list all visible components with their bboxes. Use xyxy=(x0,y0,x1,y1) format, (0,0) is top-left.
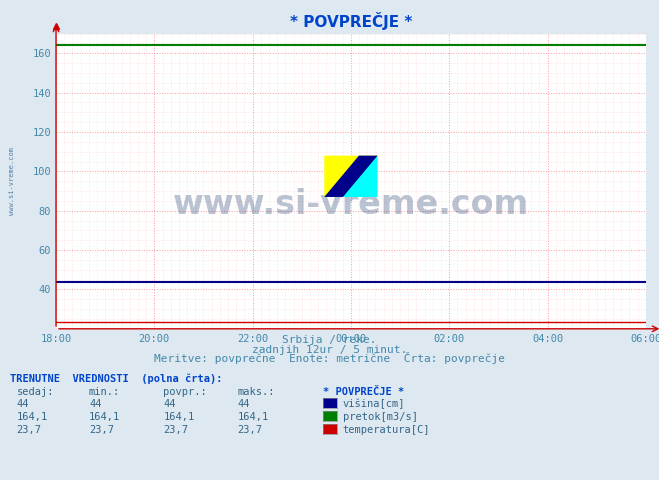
Text: 23,7: 23,7 xyxy=(89,425,114,435)
Polygon shape xyxy=(324,156,378,197)
Text: 44: 44 xyxy=(163,399,176,409)
Text: sedaj:: sedaj: xyxy=(16,386,54,396)
Text: TRENUTNE  VREDNOSTI  (polna črta):: TRENUTNE VREDNOSTI (polna črta): xyxy=(10,373,222,384)
Text: povpr.:: povpr.: xyxy=(163,386,207,396)
Text: * POVPREČJE *: * POVPREČJE * xyxy=(323,386,404,396)
Title: * POVPREČJE *: * POVPREČJE * xyxy=(290,12,412,30)
Text: 164,1: 164,1 xyxy=(237,412,268,422)
Text: Meritve: povprečne  Enote: metrične  Črta: povprečje: Meritve: povprečne Enote: metrične Črta:… xyxy=(154,352,505,364)
Text: 164,1: 164,1 xyxy=(89,412,120,422)
Text: www.si-vreme.com: www.si-vreme.com xyxy=(9,147,14,215)
Text: zadnjih 12ur / 5 minut.: zadnjih 12ur / 5 minut. xyxy=(252,345,407,355)
Text: min.:: min.: xyxy=(89,386,120,396)
Text: www.si-vreme.com: www.si-vreme.com xyxy=(173,188,529,221)
Text: pretok[m3/s]: pretok[m3/s] xyxy=(343,412,418,422)
Text: 164,1: 164,1 xyxy=(16,412,47,422)
Text: temperatura[C]: temperatura[C] xyxy=(343,425,430,435)
Polygon shape xyxy=(324,156,378,197)
Text: 23,7: 23,7 xyxy=(163,425,188,435)
Text: Srbija / reke.: Srbija / reke. xyxy=(282,335,377,345)
Text: 44: 44 xyxy=(16,399,29,409)
Text: višina[cm]: višina[cm] xyxy=(343,398,405,409)
Text: 23,7: 23,7 xyxy=(237,425,262,435)
Polygon shape xyxy=(324,156,378,197)
Text: maks.:: maks.: xyxy=(237,386,275,396)
Text: 23,7: 23,7 xyxy=(16,425,42,435)
Text: 44: 44 xyxy=(89,399,101,409)
Text: 44: 44 xyxy=(237,399,250,409)
Text: 164,1: 164,1 xyxy=(163,412,194,422)
